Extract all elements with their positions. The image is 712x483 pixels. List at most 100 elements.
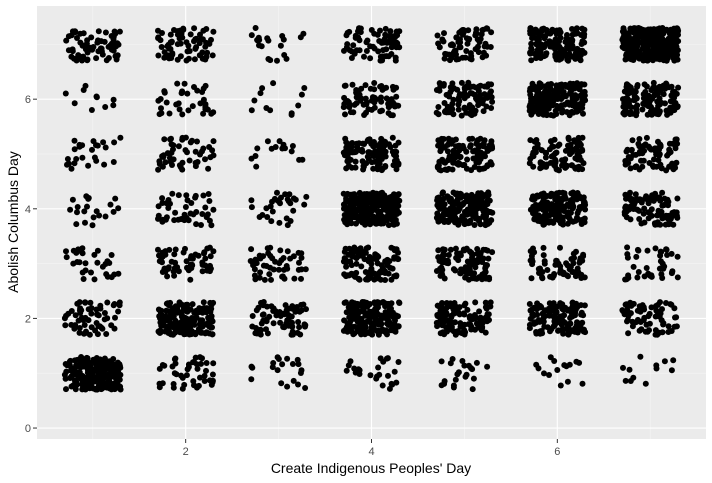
data-point: [166, 154, 173, 161]
data-point: [180, 305, 187, 312]
data-point: [208, 313, 215, 320]
data-point: [483, 219, 489, 226]
data-point: [102, 261, 109, 267]
data-point: [569, 96, 576, 103]
data-point: [389, 193, 396, 200]
data-point: [659, 48, 666, 54]
data-point: [352, 34, 359, 41]
data-point: [465, 27, 472, 34]
data-point: [94, 39, 101, 46]
data-point: [198, 360, 204, 367]
data-point: [179, 159, 186, 166]
data-point: [282, 191, 289, 198]
data-point: [488, 81, 495, 88]
data-point: [531, 320, 538, 327]
data-point: [671, 94, 678, 101]
data-point: [378, 167, 385, 174]
data-point: [267, 244, 274, 251]
data-point: [376, 215, 382, 222]
data-point: [564, 201, 571, 208]
data-point: [448, 86, 455, 93]
data-point: [82, 299, 89, 306]
data-point: [79, 245, 86, 252]
data-point: [533, 55, 540, 62]
data-point: [351, 244, 358, 251]
data-point: [388, 300, 395, 307]
data-point: [438, 358, 445, 365]
data-point: [627, 109, 634, 116]
data-point: [450, 305, 457, 312]
data-point: [106, 378, 113, 385]
data-point: [669, 140, 676, 147]
data-point: [257, 269, 264, 276]
data-point: [274, 189, 280, 196]
data-point: [184, 90, 191, 97]
data-point: [381, 36, 388, 43]
data-point: [342, 111, 348, 118]
data-point: [344, 190, 351, 197]
data-point: [434, 164, 441, 171]
data-point: [626, 88, 633, 95]
data-point: [371, 80, 378, 86]
data-point: [382, 25, 389, 32]
data-point: [290, 195, 297, 202]
data-point: [553, 309, 560, 316]
data-point: [392, 201, 399, 208]
data-point: [112, 195, 119, 202]
data-point: [619, 307, 626, 314]
data-point: [367, 55, 374, 62]
data-point: [267, 107, 274, 114]
data-point: [650, 197, 657, 204]
data-point: [165, 197, 172, 203]
data-point: [393, 220, 400, 227]
data-point: [558, 321, 565, 328]
data-point: [469, 386, 476, 393]
data-point: [460, 201, 467, 207]
data-point: [484, 94, 491, 101]
data-point: [386, 319, 393, 326]
data-point: [264, 138, 271, 145]
data-point: [79, 154, 86, 161]
data-point: [156, 161, 163, 167]
data-point: [547, 82, 554, 88]
data-point: [205, 165, 212, 172]
data-point: [476, 274, 483, 281]
data-point: [200, 110, 207, 117]
data-point: [359, 140, 366, 147]
data-point: [289, 361, 296, 367]
data-point: [156, 380, 163, 387]
data-point: [199, 211, 206, 217]
data-point: [76, 259, 83, 266]
data-point: [630, 152, 637, 158]
data-point: [567, 110, 574, 117]
data-point: [572, 155, 579, 162]
data-point: [168, 258, 175, 265]
data-point: [436, 158, 443, 165]
data-point: [388, 244, 395, 251]
data-point: [436, 87, 443, 94]
data-point: [177, 216, 184, 223]
data-point: [183, 39, 190, 46]
data-point: [356, 47, 363, 54]
data-point: [69, 196, 76, 203]
data-point: [255, 304, 262, 311]
data-point: [655, 111, 662, 118]
data-point: [578, 41, 585, 47]
data-point: [184, 265, 191, 272]
data-point: [93, 357, 100, 363]
data-point: [527, 25, 534, 32]
data-point: [557, 300, 564, 307]
data-point: [171, 370, 178, 377]
data-point: [646, 310, 653, 317]
data-point: [646, 209, 653, 216]
data-point: [561, 362, 568, 369]
data-point: [673, 323, 680, 330]
data-point: [658, 165, 665, 172]
data-point: [530, 99, 536, 106]
data-point: [455, 106, 462, 113]
data-point: [343, 32, 350, 39]
data-point: [578, 311, 585, 318]
data-point: [280, 324, 287, 330]
data-point: [580, 194, 587, 201]
data-point: [102, 104, 109, 110]
